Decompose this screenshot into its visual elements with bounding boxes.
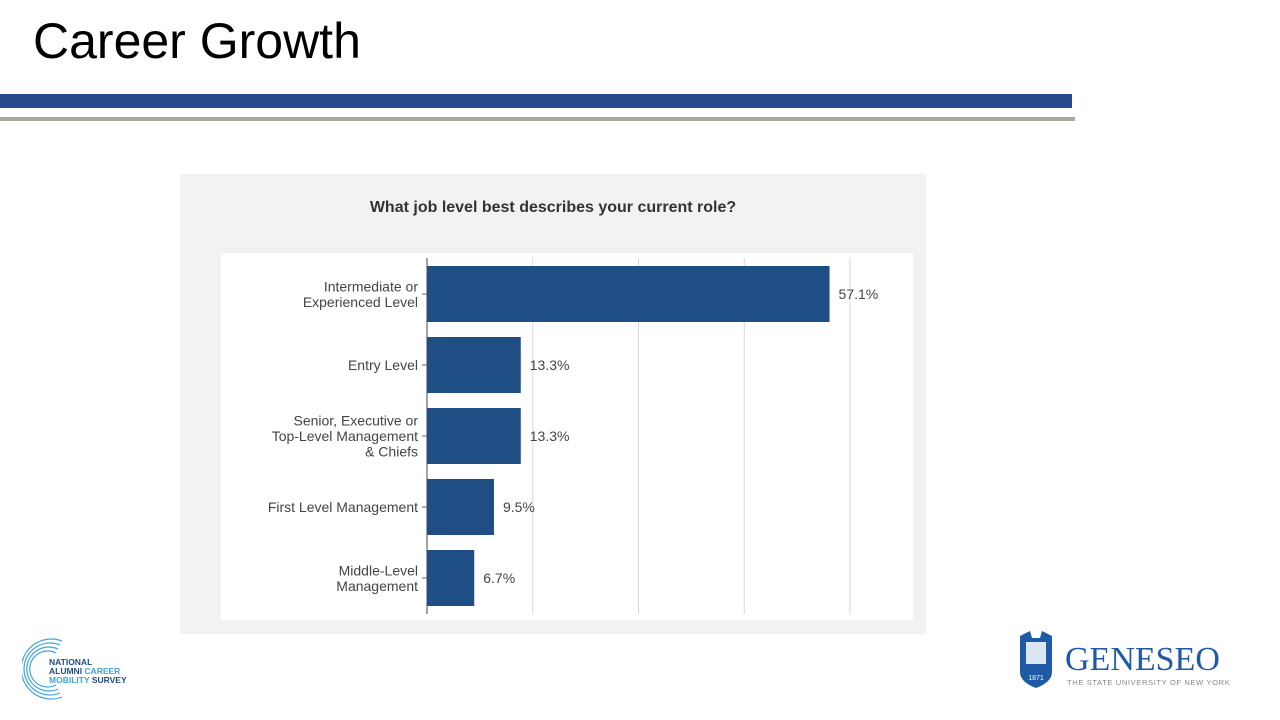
bar xyxy=(427,479,494,535)
bar xyxy=(427,408,521,464)
nacms-logo: NATIONAL ALUMNI CAREER MOBILITY SURVEY xyxy=(22,638,127,700)
data-label: 6.7% xyxy=(483,570,515,586)
svg-text:MOBILITY SURVEY: MOBILITY SURVEY xyxy=(49,675,127,685)
data-label: 9.5% xyxy=(503,499,535,515)
bar xyxy=(427,337,521,393)
title-rule-blue xyxy=(0,94,1072,108)
bar xyxy=(427,266,830,322)
slide-title: Career Growth xyxy=(33,13,361,69)
bar xyxy=(427,550,475,606)
category-label: Management xyxy=(336,578,418,594)
data-label: 57.1% xyxy=(839,286,879,302)
category-label: Middle-Level xyxy=(339,562,418,578)
category-label: First Level Management xyxy=(268,499,418,515)
geneseo-logo: 1871 GENESEO THE STATE UNIVERSITY OF NEW… xyxy=(1020,631,1230,688)
category-label: Entry Level xyxy=(348,357,418,373)
category-label: & Chiefs xyxy=(365,444,418,460)
category-label: Top-Level Management xyxy=(272,428,418,444)
svg-text:GENESEO: GENESEO xyxy=(1065,641,1220,678)
title-rule-gray xyxy=(0,117,1075,121)
svg-text:NATIONAL: NATIONAL xyxy=(49,657,92,667)
svg-text:THE STATE UNIVERSITY OF NEW YO: THE STATE UNIVERSITY OF NEW YORK xyxy=(1067,678,1230,687)
data-label: 13.3% xyxy=(530,357,570,373)
svg-text:1871: 1871 xyxy=(1028,675,1044,682)
svg-text:ALUMNI CAREER: ALUMNI CAREER xyxy=(49,666,120,676)
category-label: Experienced Level xyxy=(303,294,418,310)
chart-title: What job level best describes your curre… xyxy=(369,199,737,216)
category-label: Intermediate or xyxy=(324,278,418,294)
chart-panel: What job level best describes your curre… xyxy=(180,174,926,634)
category-label: Senior, Executive or xyxy=(293,413,418,429)
data-label: 13.3% xyxy=(530,428,570,444)
